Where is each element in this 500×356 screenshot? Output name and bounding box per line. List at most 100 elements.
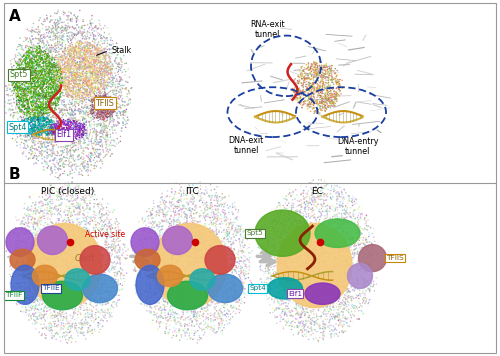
Point	[40, 34, 48, 40]
Point	[114, 233, 122, 239]
Point	[182, 306, 190, 312]
Point	[95, 51, 103, 56]
Point	[81, 314, 89, 320]
Point	[24, 208, 32, 213]
Point	[24, 279, 32, 284]
Point	[46, 140, 54, 145]
Point	[94, 115, 102, 121]
Point	[96, 286, 104, 292]
Point	[84, 220, 92, 225]
Point	[168, 271, 176, 276]
Point	[290, 87, 298, 93]
Point	[30, 219, 38, 224]
Point	[94, 242, 102, 248]
Point	[158, 268, 166, 274]
Point	[336, 304, 344, 310]
Point	[42, 233, 50, 239]
Point	[144, 255, 152, 261]
Point	[330, 227, 338, 232]
Point	[40, 126, 48, 132]
Point	[96, 100, 104, 106]
Point	[79, 242, 87, 248]
Point	[50, 80, 58, 86]
Point	[82, 43, 90, 48]
Point	[30, 111, 38, 116]
Point	[364, 265, 372, 270]
Point	[89, 140, 97, 146]
Point	[344, 219, 352, 225]
Point	[242, 264, 250, 270]
Point	[33, 62, 41, 68]
Point	[300, 189, 308, 195]
Point	[367, 271, 375, 277]
Point	[302, 259, 310, 265]
Point	[82, 38, 90, 44]
Point	[44, 143, 52, 148]
Point	[314, 70, 322, 75]
Point	[24, 85, 32, 91]
Point	[230, 282, 238, 288]
Point	[28, 71, 36, 77]
Point	[172, 190, 180, 196]
Point	[312, 279, 320, 285]
Point	[52, 124, 60, 129]
Point	[62, 46, 70, 52]
Point	[18, 230, 26, 235]
Point	[106, 99, 114, 104]
Point	[80, 89, 88, 95]
Point	[316, 194, 324, 200]
Point	[92, 79, 100, 85]
Point	[11, 84, 19, 90]
Point	[35, 99, 43, 104]
Point	[98, 205, 106, 211]
Point	[330, 89, 338, 94]
Point	[46, 258, 54, 264]
Point	[55, 257, 63, 262]
Point	[70, 121, 78, 127]
Point	[20, 260, 28, 266]
Point	[64, 134, 72, 140]
Ellipse shape	[80, 246, 110, 274]
Point	[281, 296, 289, 302]
Point	[23, 221, 31, 226]
Point	[211, 259, 219, 265]
Point	[207, 285, 215, 290]
Point	[30, 307, 38, 313]
Point	[256, 250, 264, 256]
Point	[312, 109, 320, 114]
Point	[166, 226, 174, 231]
Point	[62, 56, 70, 61]
Point	[43, 89, 51, 95]
Point	[189, 287, 197, 293]
Point	[116, 257, 124, 263]
Point	[94, 87, 102, 92]
Point	[35, 68, 43, 74]
Point	[44, 215, 52, 221]
Point	[166, 200, 174, 206]
Point	[116, 94, 124, 100]
Point	[122, 79, 130, 84]
Point	[280, 277, 287, 282]
Point	[34, 82, 42, 88]
Point	[52, 72, 60, 78]
Point	[138, 282, 146, 287]
Point	[276, 283, 283, 289]
Point	[49, 80, 57, 86]
Point	[272, 237, 280, 243]
Point	[92, 110, 100, 115]
Point	[285, 308, 293, 314]
Point	[28, 321, 36, 326]
Point	[322, 297, 330, 303]
Point	[195, 266, 203, 272]
Point	[275, 229, 283, 235]
Point	[34, 158, 42, 163]
Point	[42, 71, 50, 77]
Point	[310, 74, 318, 80]
Point	[76, 132, 84, 138]
Point	[44, 49, 52, 55]
Point	[44, 54, 52, 59]
Point	[235, 256, 243, 262]
Point	[30, 98, 38, 104]
Point	[108, 222, 116, 227]
Point	[302, 260, 310, 266]
